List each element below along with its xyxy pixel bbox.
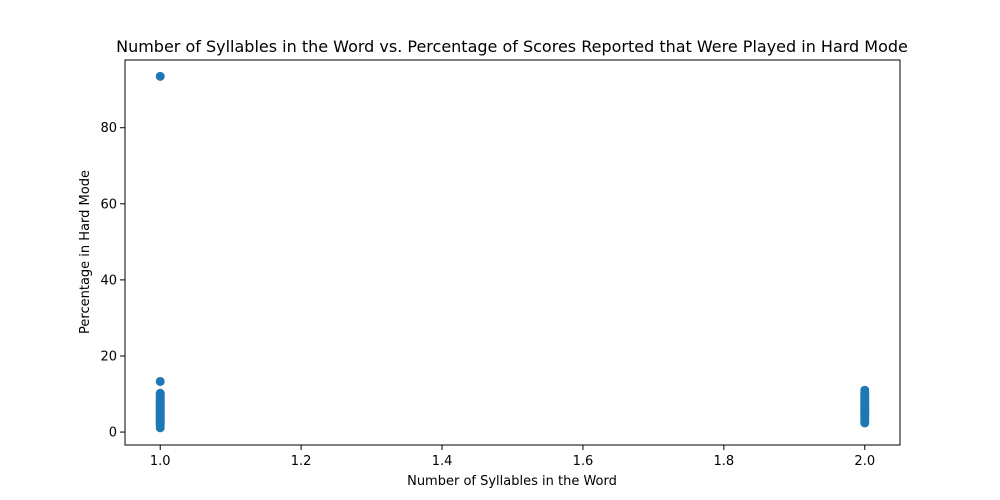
scatter-point [155,376,165,386]
chart-title: Number of Syllables in the Word vs. Perc… [116,37,908,56]
x-tick-label: 1.8 [714,454,735,469]
scatter-point [155,423,165,433]
y-tick-label: 60 [100,197,117,212]
x-tick-label: 2.0 [854,454,875,469]
x-tick-label: 1.6 [573,454,594,469]
scatter-point [155,71,165,81]
x-axis-ticks: 1.0 1.2 1.4 1.6 1.8 2.0 [150,445,875,469]
x-tick-label: 1.4 [432,454,453,469]
x-tick-label: 1.2 [291,454,312,469]
scatter-points [155,71,870,433]
plot-area-frame [124,59,901,446]
y-tick-label: 0 [109,426,117,441]
y-tick-label: 20 [100,349,117,364]
x-axis-label: Number of Syllables in the Word [407,474,617,489]
y-axis-label: Percentage in Hard Mode [78,170,93,334]
y-tick-label: 80 [100,121,117,136]
x-tick-label: 1.0 [150,454,171,469]
y-axis-ticks: 0 20 40 60 80 [100,121,125,441]
scatter-point [860,418,870,428]
y-tick-label: 40 [100,273,117,288]
